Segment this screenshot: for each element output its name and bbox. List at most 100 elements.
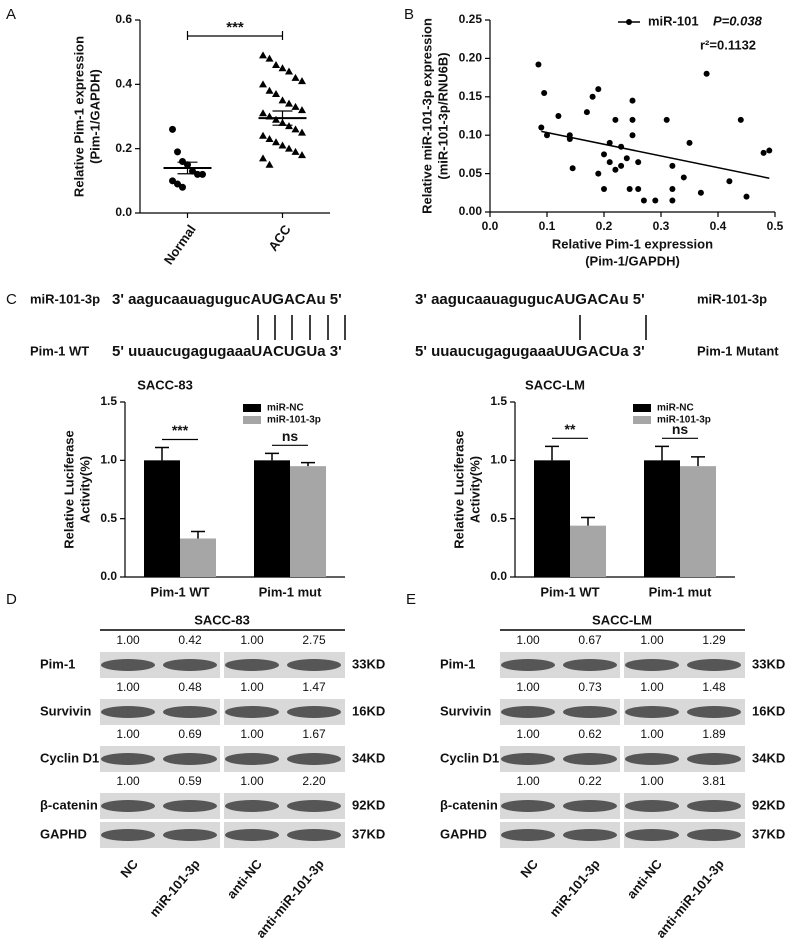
- bar: [290, 466, 326, 577]
- x-tick-label: Normal: [161, 222, 199, 267]
- data-point: [272, 89, 280, 97]
- data-point: [298, 128, 306, 136]
- y-tick-label: 0.0: [115, 205, 132, 219]
- band: [163, 829, 217, 841]
- y-axis-label: (miR-101-3p/RNU6B): [435, 52, 450, 179]
- data-point: [669, 185, 676, 192]
- data-point: [555, 113, 562, 119]
- significance-label: **: [565, 421, 576, 437]
- data-point: [259, 109, 267, 117]
- data-point: [194, 170, 201, 178]
- band: [687, 800, 741, 812]
- y-tick-label: 1.0: [100, 453, 117, 467]
- bar: [644, 460, 680, 577]
- x-tick-label: Pim-1 WT: [540, 584, 599, 599]
- quantification: 1.00: [116, 774, 140, 788]
- quantification: 0.62: [578, 727, 602, 741]
- band: [225, 800, 279, 812]
- band: [563, 829, 617, 841]
- band: [501, 659, 555, 671]
- panel-letter: C: [6, 291, 17, 308]
- data-point: [703, 70, 710, 77]
- quantification: 1.48: [702, 680, 726, 694]
- sequence: 3' aagucaauagugucAUGACAu 5': [112, 291, 342, 308]
- data-point: [726, 178, 733, 185]
- y-tick-label: 1.0: [490, 453, 507, 467]
- protein-label: GAPHD: [40, 826, 87, 841]
- sequence-label: miR-101-3p: [697, 291, 767, 306]
- bar: [534, 460, 570, 577]
- x-tick-label: Pim-1 mut: [259, 584, 323, 599]
- y-axis-label: Relative Pim-1 expression: [71, 36, 86, 197]
- x-tick-label: ACC: [265, 222, 294, 254]
- error-bar: [301, 461, 315, 467]
- y-axis-label: Activity(%): [467, 456, 482, 523]
- quantification: 1.89: [702, 727, 726, 741]
- data-point: [174, 148, 181, 156]
- protein-label: GAPHD: [440, 826, 487, 841]
- data-point: [535, 61, 542, 68]
- data-point: [538, 124, 545, 131]
- legend-marker: [626, 19, 632, 25]
- band: [687, 706, 741, 718]
- band: [501, 829, 555, 841]
- panel-letter: A: [6, 6, 16, 23]
- data-point: [669, 197, 676, 204]
- band: [501, 753, 555, 765]
- data-point: [259, 131, 267, 139]
- data-point: [265, 86, 274, 94]
- quantification: 1.00: [516, 727, 540, 741]
- error-bar: [155, 446, 169, 461]
- error-bar: [191, 530, 205, 539]
- legend-swatch: [633, 404, 651, 412]
- quantification: 3.81: [702, 774, 726, 788]
- bar: [680, 466, 716, 577]
- bar: [144, 460, 180, 577]
- data-point: [669, 162, 676, 169]
- lane-label: anti-miR-101-3p: [653, 856, 727, 940]
- size-label: 34KD: [752, 750, 785, 765]
- y-tick-label: 0.4: [115, 77, 132, 91]
- p-value: P=0.038: [713, 13, 763, 28]
- data-point: [278, 141, 287, 149]
- quantification: 1.67: [302, 727, 326, 741]
- x-tick-label: 0.2: [596, 219, 613, 233]
- y-axis-label: Activity(%): [77, 456, 92, 523]
- data-point: [189, 167, 196, 175]
- quantification: 1.00: [516, 774, 540, 788]
- r-squared: r²=0.1132: [700, 37, 756, 52]
- y-tick-label: 1.5: [100, 394, 117, 408]
- data-point: [298, 77, 306, 85]
- data-point: [623, 155, 630, 162]
- data-point: [583, 109, 590, 116]
- data-point: [601, 151, 607, 158]
- quantification: 1.00: [516, 680, 540, 694]
- y-tick-label: 0.15: [459, 89, 483, 103]
- protein-label: β-catenin: [440, 797, 498, 812]
- data-point: [569, 165, 576, 172]
- data-point: [169, 177, 176, 185]
- significance-bracket: [186, 31, 284, 40]
- data-point: [265, 54, 274, 62]
- legend-label: miR-101-3p: [657, 415, 711, 426]
- protein-label: Survivin: [40, 703, 91, 718]
- bar: [180, 538, 216, 577]
- data-point: [272, 138, 280, 146]
- y-tick-label: 0.0: [100, 569, 117, 583]
- band: [163, 659, 217, 671]
- band: [687, 829, 741, 841]
- data-point: [680, 174, 687, 181]
- band: [287, 753, 341, 765]
- quantification: 1.00: [640, 774, 664, 788]
- quantification: 1.00: [116, 633, 140, 647]
- error-bar: [265, 452, 279, 461]
- chart-title: SACC-LM: [525, 377, 585, 392]
- quantification: 1.00: [240, 680, 264, 694]
- legend-label: miR-NC: [267, 403, 304, 414]
- data-point: [760, 149, 767, 156]
- data-point: [285, 67, 293, 75]
- band: [101, 829, 155, 841]
- band: [287, 829, 341, 841]
- sequence-label: Pim-1 WT: [30, 343, 89, 358]
- x-tick-label: 0.3: [653, 219, 670, 233]
